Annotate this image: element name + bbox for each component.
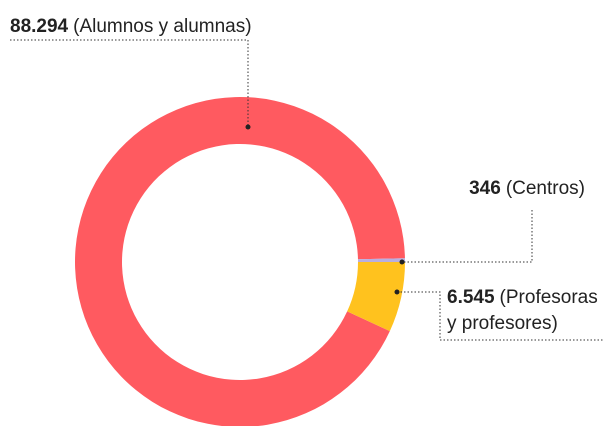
value-label: 88.294 bbox=[10, 16, 69, 37]
leader-line bbox=[402, 210, 533, 263]
leader-dot bbox=[245, 124, 251, 130]
value-label: 6.545 bbox=[447, 287, 495, 308]
leader-line bbox=[10, 39, 249, 127]
slices bbox=[75, 96, 406, 426]
label: 88.294 (Alumnos y alumnas) bbox=[10, 14, 252, 40]
leader-dot bbox=[394, 289, 400, 295]
leader-dot bbox=[399, 259, 405, 265]
slice bbox=[347, 262, 405, 332]
slice bbox=[357, 258, 406, 262]
value-label: 346 bbox=[469, 178, 501, 199]
label: 6.545 (Profesoras y profesores) bbox=[447, 285, 598, 337]
category-label: (Alumnos y alumnas) bbox=[73, 16, 252, 37]
category-label: (Centros) bbox=[505, 178, 585, 199]
category-label: (Profesoras y profesores) bbox=[447, 287, 598, 334]
slice bbox=[75, 96, 405, 426]
label: 346 (Centros) bbox=[469, 176, 585, 202]
leader-line bbox=[397, 291, 603, 341]
